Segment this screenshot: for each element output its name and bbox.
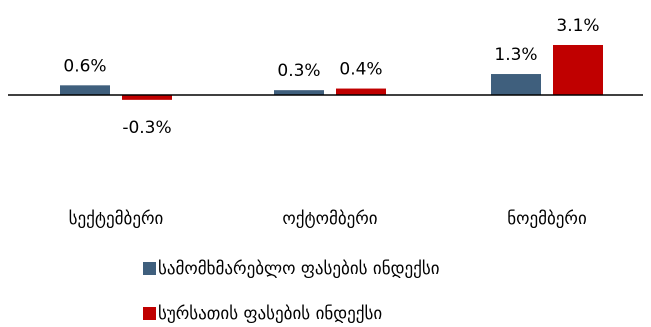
- value-label-cpi-2: 0.3%: [277, 61, 320, 81]
- bars-layer: [60, 44, 603, 100]
- legend-swatch-cpi: [143, 262, 156, 275]
- value-label-food-3: 3.1%: [556, 16, 599, 36]
- category-label-1: სექტემბერი: [69, 209, 164, 229]
- category-labels-layer: სექტემბერი ოქტომბერი ნოემბერი: [69, 209, 587, 229]
- legend-label-food: სურსათის ფასების ინდექსი: [158, 304, 382, 324]
- bar-food-3: [553, 44, 603, 95]
- value-labels-layer: 0.6% -0.3% 0.3% 0.4% 1.3% 3.1%: [63, 16, 599, 138]
- category-label-2: ოქტომბერი: [282, 209, 377, 229]
- value-label-cpi-1: 0.6%: [63, 56, 106, 76]
- bar-cpi-1: [60, 85, 110, 95]
- category-label-3: ნოემბერი: [507, 209, 587, 229]
- bar-food-2: [336, 88, 386, 95]
- bar-food-1: [122, 95, 172, 100]
- legend-label-cpi: სამომხმარებლო ფასების ინდექსი: [158, 259, 440, 279]
- legend-swatch-food: [143, 307, 156, 320]
- bar-cpi-3: [491, 74, 541, 95]
- value-label-food-2: 0.4%: [339, 60, 382, 80]
- value-label-food-1: -0.3%: [122, 118, 171, 138]
- value-label-cpi-3: 1.3%: [494, 45, 537, 65]
- legend: სამომხმარებლო ფასების ინდექსი სურსათის ფა…: [143, 259, 440, 324]
- bar-cpi-2: [274, 90, 324, 95]
